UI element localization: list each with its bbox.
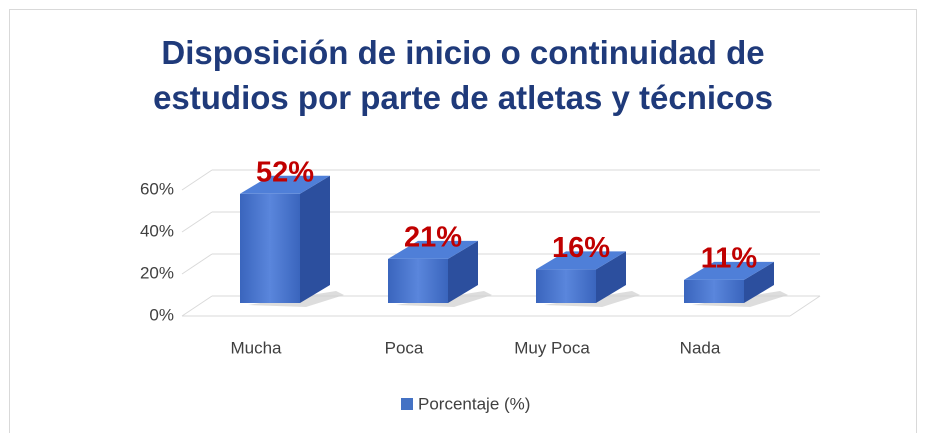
data-label: 11% [701, 243, 758, 275]
y-tick-label: 20% [140, 263, 174, 282]
bar-side [300, 175, 330, 303]
chart-title: Disposición de inicio o continuidad de e… [153, 34, 773, 116]
grid-line [181, 211, 213, 233]
y-tick-label: 40% [140, 221, 174, 240]
x-tick-label: Nada [680, 338, 721, 357]
axis-line [789, 295, 821, 317]
bar-side [448, 240, 478, 303]
data-label: 52% [256, 156, 314, 188]
data-label: 21% [404, 222, 462, 254]
x-tick-label: Poca [385, 338, 424, 357]
bar-side [596, 251, 626, 303]
y-tick-label: 0% [149, 305, 174, 324]
grid-line [181, 253, 213, 275]
bar-front [536, 269, 596, 303]
legend-label: Porcentaje (%) [418, 394, 530, 413]
x-tick-label: Mucha [230, 338, 282, 357]
grid-line [181, 169, 213, 191]
bar-side [744, 261, 774, 303]
bar-top [388, 240, 478, 259]
data-label: 16% [552, 232, 610, 264]
grid-line [181, 295, 213, 317]
bar-front [240, 193, 300, 303]
frame [9, 9, 917, 433]
bar-top [240, 175, 330, 194]
legend-swatch [401, 398, 413, 410]
y-tick-label: 60% [140, 179, 174, 198]
bar-top [684, 261, 774, 280]
bar-front [388, 258, 448, 303]
bar-front [684, 279, 744, 303]
bar-top [536, 251, 626, 270]
x-tick-label: Muy Poca [514, 338, 590, 357]
